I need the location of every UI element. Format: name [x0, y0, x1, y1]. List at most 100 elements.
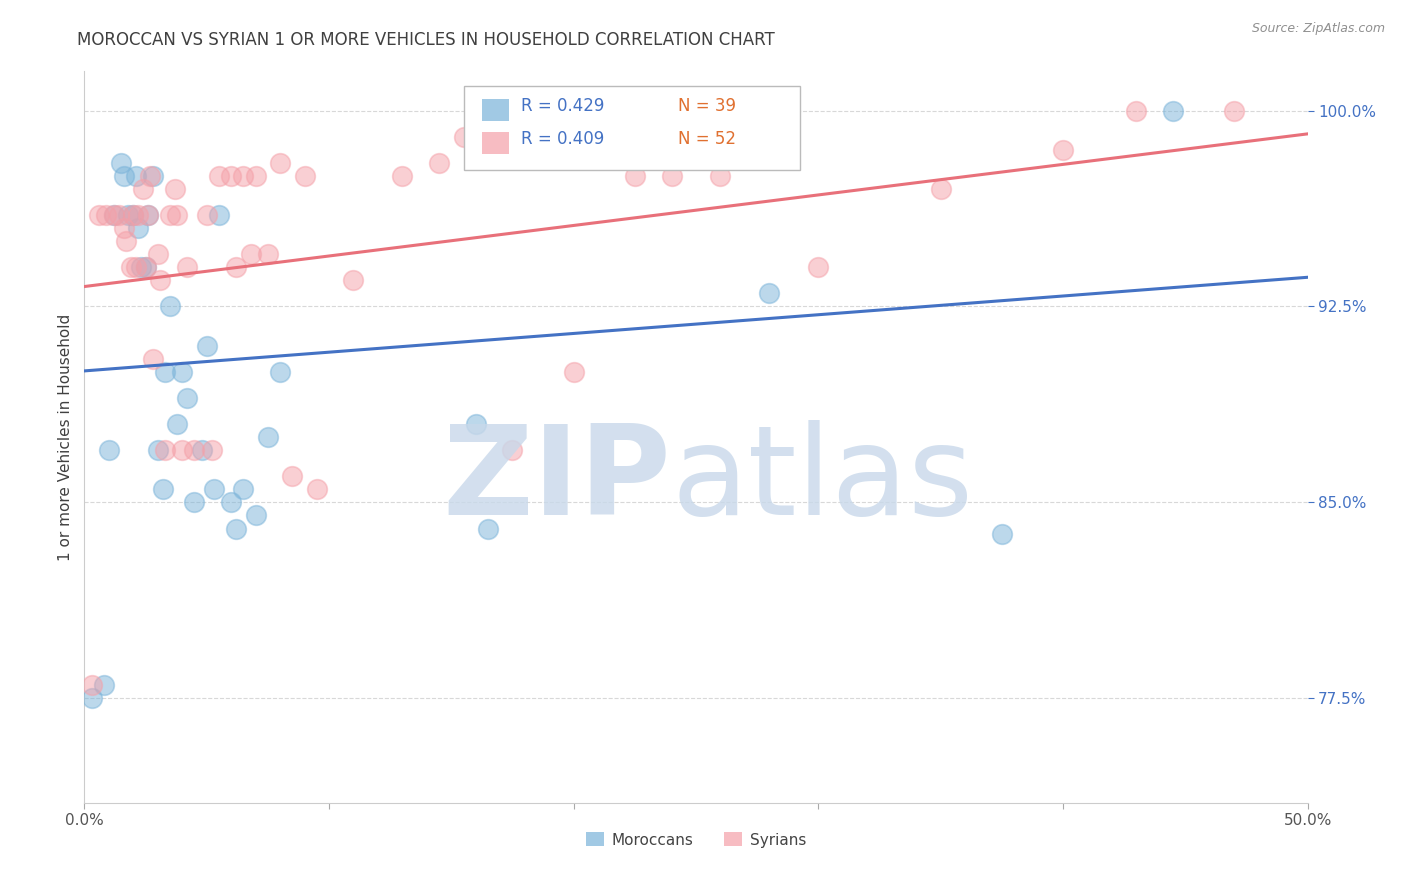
Point	[245, 508, 267, 523]
Point	[269, 365, 291, 379]
Point	[294, 169, 316, 183]
Point	[132, 182, 155, 196]
Point	[929, 182, 952, 196]
Point	[163, 182, 186, 196]
Point	[245, 169, 267, 183]
Point	[195, 208, 218, 222]
Point	[149, 273, 172, 287]
Point	[232, 483, 254, 497]
Point	[80, 691, 103, 706]
Text: Source: ZipAtlas.com: Source: ZipAtlas.com	[1251, 22, 1385, 36]
Point	[1125, 103, 1147, 118]
Point	[135, 260, 157, 275]
Point	[269, 155, 291, 169]
Point	[112, 169, 135, 183]
FancyBboxPatch shape	[464, 86, 800, 170]
Point	[97, 443, 120, 458]
Point	[219, 169, 242, 183]
Point	[80, 678, 103, 692]
Point	[758, 286, 780, 301]
Point	[176, 391, 198, 405]
Point	[103, 208, 125, 222]
Point	[125, 169, 148, 183]
Text: R = 0.409: R = 0.409	[522, 130, 605, 148]
Point	[219, 495, 242, 509]
Point	[159, 300, 181, 314]
Point	[195, 339, 218, 353]
Legend: Moroccans, Syrians: Moroccans, Syrians	[579, 826, 813, 854]
Point	[305, 483, 328, 497]
Point	[624, 169, 647, 183]
Point	[115, 234, 138, 248]
Point	[239, 247, 262, 261]
Point	[129, 260, 152, 275]
Point	[142, 351, 165, 366]
Point	[166, 208, 188, 222]
Point	[110, 155, 132, 169]
Point	[183, 443, 205, 458]
Text: R = 0.429: R = 0.429	[522, 97, 605, 115]
Point	[661, 169, 683, 183]
Point	[172, 365, 194, 379]
Point	[709, 169, 731, 183]
Point	[122, 208, 145, 222]
Text: atlas: atlas	[672, 420, 973, 541]
Point	[127, 208, 149, 222]
Point	[502, 443, 524, 458]
Point	[257, 430, 280, 444]
Point	[142, 169, 165, 183]
Point	[257, 247, 280, 261]
Point	[232, 169, 254, 183]
Point	[1223, 103, 1246, 118]
Point	[87, 208, 110, 222]
Point	[125, 260, 148, 275]
Point	[991, 526, 1014, 541]
Text: N = 52: N = 52	[678, 130, 735, 148]
Point	[200, 443, 222, 458]
Text: MOROCCAN VS SYRIAN 1 OR MORE VEHICLES IN HOUSEHOLD CORRELATION CHART: MOROCCAN VS SYRIAN 1 OR MORE VEHICLES IN…	[77, 31, 775, 49]
Point	[103, 208, 125, 222]
Point	[120, 260, 142, 275]
Point	[208, 208, 231, 222]
Text: N = 39: N = 39	[678, 97, 735, 115]
Point	[136, 208, 159, 222]
Point	[464, 417, 486, 431]
Point	[107, 208, 129, 222]
Point	[183, 495, 205, 509]
Point	[489, 103, 512, 118]
Point	[127, 221, 149, 235]
Point	[562, 365, 585, 379]
Point	[159, 208, 181, 222]
Point	[281, 469, 304, 483]
Point	[225, 260, 247, 275]
Point	[202, 483, 225, 497]
Point	[225, 522, 247, 536]
Point	[176, 260, 198, 275]
Point	[1052, 143, 1074, 157]
Point	[166, 417, 188, 431]
Point	[208, 169, 231, 183]
Point	[342, 273, 364, 287]
Point	[1161, 103, 1184, 118]
FancyBboxPatch shape	[482, 132, 509, 154]
Point	[153, 365, 176, 379]
Y-axis label: 1 or more Vehicles in Household: 1 or more Vehicles in Household	[58, 313, 73, 561]
Point	[477, 522, 499, 536]
Point	[146, 247, 169, 261]
Point	[139, 169, 162, 183]
Point	[153, 443, 176, 458]
FancyBboxPatch shape	[482, 99, 509, 121]
Point	[112, 221, 135, 235]
Point	[807, 260, 830, 275]
Point	[96, 208, 118, 222]
Point	[136, 208, 159, 222]
Point	[146, 443, 169, 458]
Point	[453, 129, 475, 144]
Text: ZIP: ZIP	[443, 420, 672, 541]
Point	[93, 678, 115, 692]
Point	[502, 103, 524, 118]
Point	[391, 169, 413, 183]
Point	[122, 208, 145, 222]
Point	[191, 443, 214, 458]
Point	[152, 483, 174, 497]
